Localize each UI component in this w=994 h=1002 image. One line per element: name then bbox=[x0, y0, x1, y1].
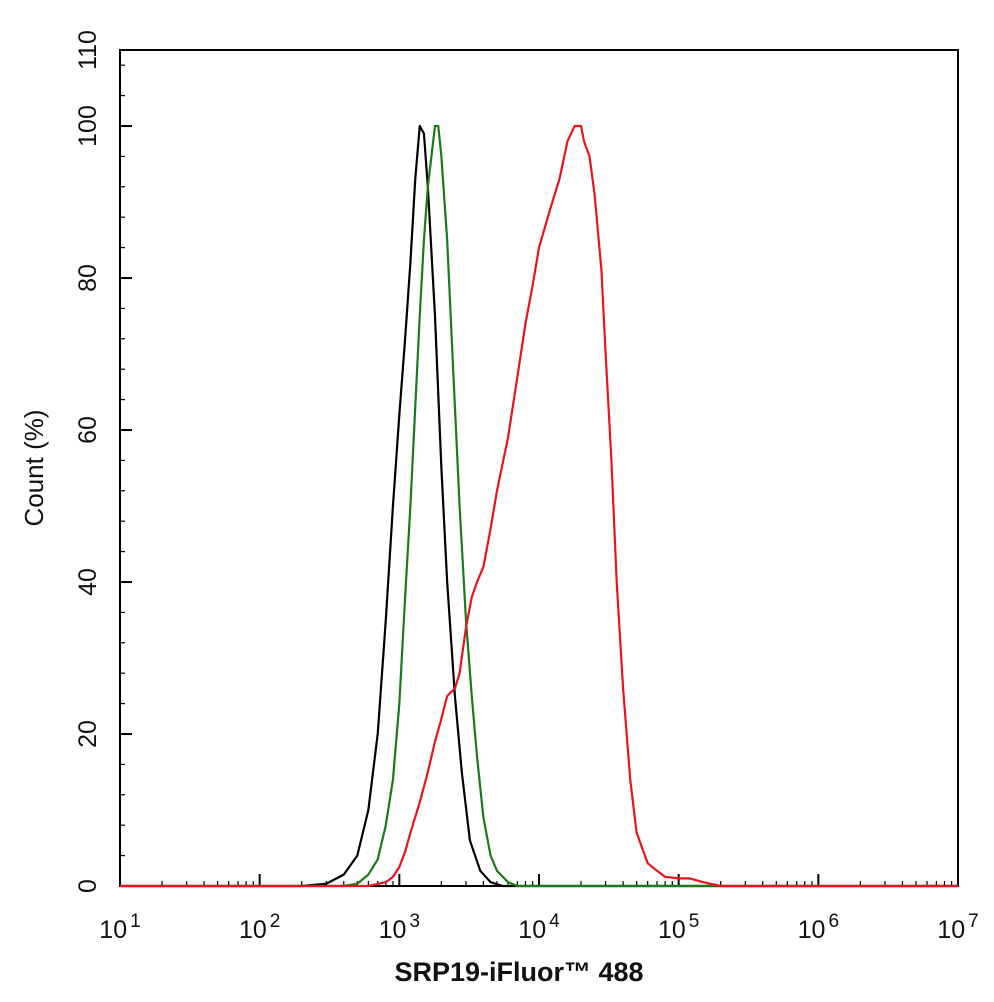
series-line-2 bbox=[120, 124, 958, 888]
x-tick-label: 10 1 bbox=[99, 911, 140, 944]
series-line-1 bbox=[120, 124, 958, 888]
x-axis-title: SRP19-iFluor™ 488 bbox=[394, 957, 643, 987]
y-tick-label: 0 bbox=[74, 879, 102, 893]
y-tick-label: 100 bbox=[74, 105, 102, 147]
x-tick-label: 10 4 bbox=[518, 911, 560, 944]
y-tick-label: 20 bbox=[74, 720, 102, 748]
series-line-3 bbox=[120, 124, 958, 888]
y-tick-label: 110 bbox=[74, 30, 102, 70]
y-axis-title: Count (%) bbox=[19, 409, 49, 526]
x-tick-label: 10 7 bbox=[937, 911, 978, 944]
minor-ticks bbox=[120, 64, 953, 887]
x-tick-label: 10 5 bbox=[658, 911, 699, 944]
y-tick-label: 60 bbox=[74, 416, 102, 444]
y-tick-label: 40 bbox=[74, 568, 102, 596]
plot-frame bbox=[119, 49, 959, 887]
y-tick-label: 80 bbox=[74, 264, 102, 292]
x-tick-label: 10 6 bbox=[798, 911, 839, 944]
major-ticks bbox=[119, 49, 959, 887]
x-tick-label: 10 2 bbox=[239, 911, 280, 944]
tick-labels: 10 1 10 2 10 3 10 4 10 5 10 6 10 7 0 20 40 60 80 100 110 bbox=[74, 30, 979, 944]
series-group bbox=[120, 124, 958, 888]
x-tick-label: 10 3 bbox=[379, 911, 420, 944]
